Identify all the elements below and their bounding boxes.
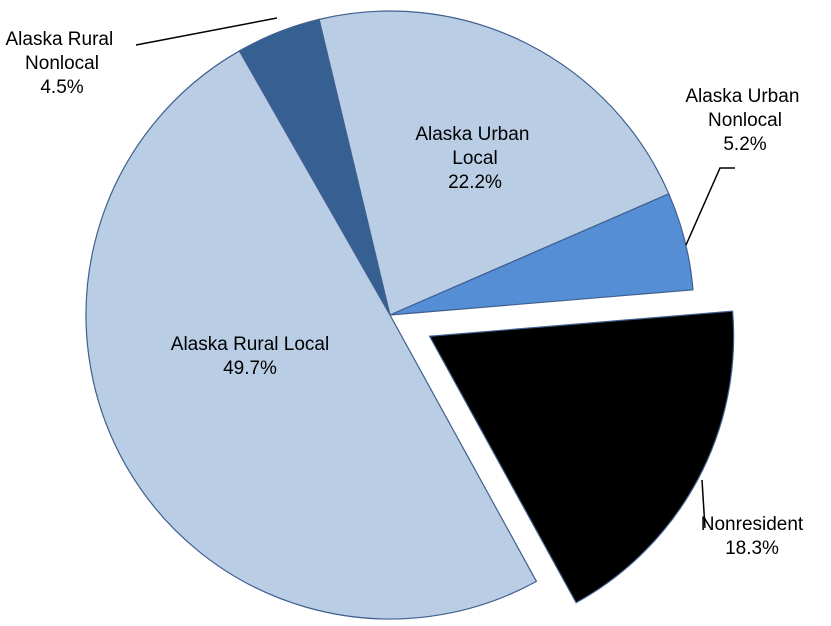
label-line: Alaska Rural: [6, 29, 119, 50]
pie-slice: [389, 193, 694, 316]
slice-label: Alaska Rural Nonlocal: [6, 29, 119, 74]
label-line: Nonlocal: [25, 53, 99, 74]
leader-line: [135, 17, 278, 46]
value-label: 49.7%: [223, 358, 277, 379]
slice-label: Nonresident: [701, 514, 804, 535]
label-line: Nonresident: [701, 514, 804, 535]
slice-label: Alaska Urban Nonlocal: [685, 86, 804, 131]
label-line: Alaska Urban: [415, 124, 534, 145]
value-label: 4.5%: [40, 77, 83, 98]
value-label: 22.2%: [448, 172, 502, 193]
label-line: Local: [452, 148, 497, 169]
label-line: Alaska Urban: [685, 86, 804, 107]
value-label: 18.3%: [725, 538, 779, 559]
leader-line: [701, 479, 706, 529]
pie-slice: [85, 50, 538, 620]
slice-label: Alaska Rural Local: [171, 334, 329, 355]
value-label: 5.2%: [723, 134, 766, 155]
pie-slice: [318, 10, 670, 316]
slice-label: Alaska Urban Local: [415, 124, 534, 169]
label-line: Alaska Rural Local: [171, 334, 329, 355]
leader-line: [685, 167, 735, 246]
label-line: Nonlocal: [708, 110, 782, 131]
pie-slice: [428, 310, 735, 604]
